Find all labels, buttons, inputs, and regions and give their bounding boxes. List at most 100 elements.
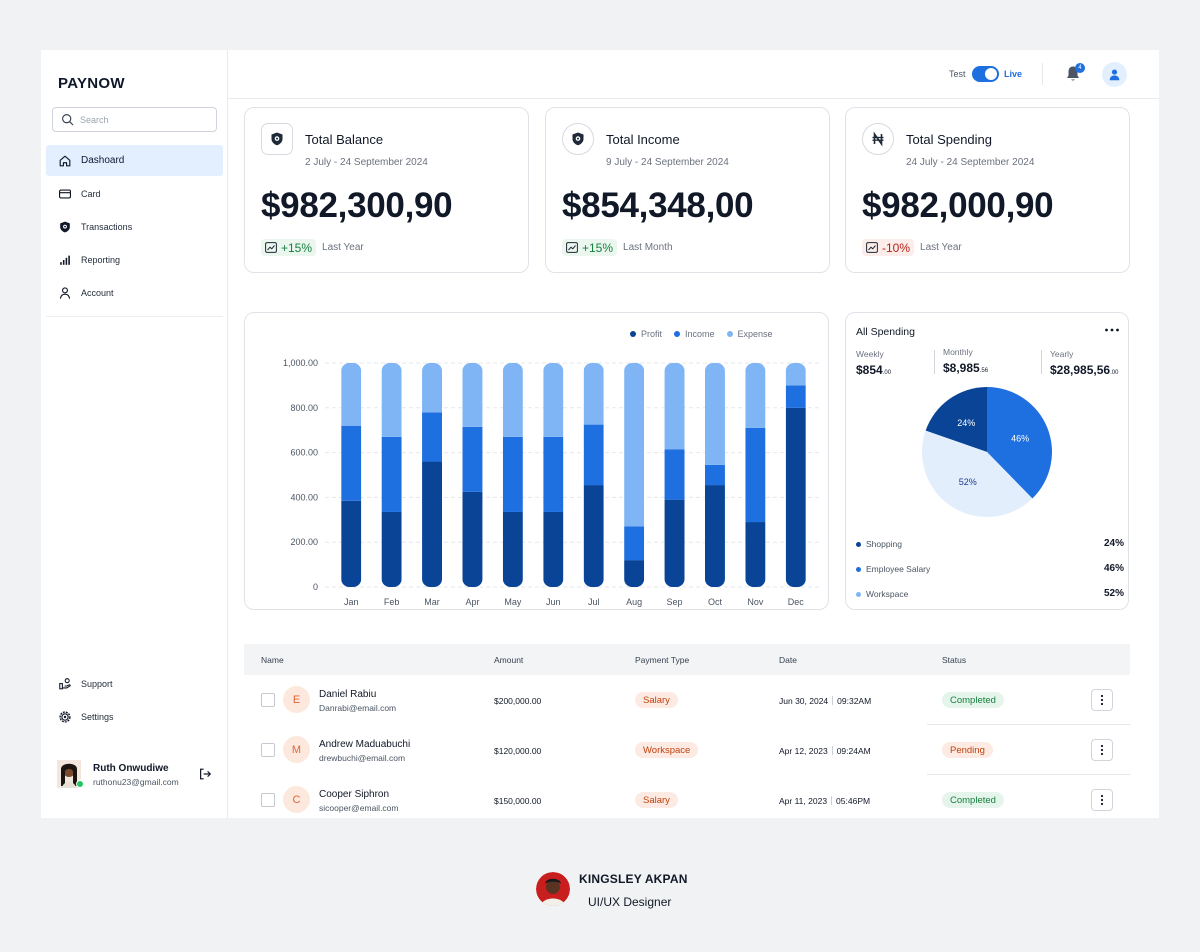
y-tick-label: 800.00 — [290, 403, 318, 413]
change-period: Last Month — [623, 242, 673, 253]
card-icon — [59, 188, 71, 199]
bar-segment-profit — [624, 560, 645, 587]
x-tick-label: Dec — [788, 597, 805, 607]
sidebar-item-settings[interactable]: Settings — [46, 701, 223, 732]
row-date-time: 05:46PM — [836, 796, 871, 806]
bar-chart-icon — [60, 255, 70, 265]
sidebar-item-label: Card — [81, 188, 101, 199]
logout-icon[interactable] — [198, 767, 212, 781]
bar-segment-expense — [381, 363, 402, 437]
row-name: Andrew Maduabuchi — [319, 739, 411, 750]
card-title: Total Spending — [906, 132, 993, 147]
row-checkbox[interactable] — [261, 743, 275, 757]
period-value: $28,985,56.00 — [1050, 363, 1118, 377]
support-icon — [59, 677, 71, 689]
period-amount: $28,985,56 — [1050, 363, 1111, 377]
trend-up-icon — [566, 242, 578, 253]
bar-stack-nov — [745, 363, 766, 587]
pie-slice-shopping — [925, 387, 987, 452]
spending-monthly: Monthly $8,985.56 — [943, 347, 988, 375]
pie-slice-employee-salary — [987, 387, 1052, 499]
pie-legend-workspace: Workspace 52% — [856, 588, 1124, 602]
row-menu-button[interactable] — [1091, 739, 1113, 761]
change-badge: +15% — [562, 239, 618, 256]
bar-stack-jan — [341, 363, 362, 587]
x-tick-label: Mar — [424, 597, 440, 607]
row-date: Jun 30, 2024 09:32AM — [779, 696, 871, 706]
x-tick-label: Nov — [747, 597, 764, 607]
row-payment-type: Salary — [635, 692, 678, 708]
search-input[interactable] — [80, 114, 200, 125]
mode-test-label: Test — [949, 69, 966, 79]
transactions-icon — [60, 221, 70, 232]
row-checkbox[interactable] — [261, 693, 275, 707]
sidebar-item-account[interactable]: Account — [46, 277, 223, 308]
sidebar-item-transactions[interactable]: Transactions — [46, 211, 223, 242]
more-options-icon[interactable] — [1104, 325, 1120, 335]
kebab-icon — [1100, 694, 1104, 706]
user-profile[interactable]: Ruth Onwudiwe ruthonu23@gmail.com — [57, 760, 217, 790]
row-date-day: Jun 30, 2024 — [779, 696, 829, 706]
user-icon — [59, 286, 71, 299]
row-checkbox[interactable] — [261, 793, 275, 807]
card-icon-box — [562, 123, 594, 155]
change-badge: +15% — [261, 239, 317, 256]
sidebar-item-label: Settings — [81, 711, 114, 722]
bar-segment-expense — [341, 363, 362, 426]
period-divider — [1041, 350, 1042, 374]
bar-stack-apr — [462, 363, 483, 587]
bar-segment-profit — [422, 461, 443, 587]
kebab-icon — [1100, 794, 1104, 806]
bar-stack-feb — [381, 363, 402, 587]
bar-segment-income — [583, 424, 604, 486]
designer-avatar — [536, 872, 570, 906]
toggle-knob — [985, 68, 997, 80]
card-amount: $982,300,90 — [261, 186, 453, 225]
table-row[interactable]: C Cooper Siphron sicooper@email.com $150… — [244, 775, 1130, 818]
column-header-name: Name — [261, 655, 284, 665]
legend-label: Profit — [641, 329, 663, 339]
bar-segment-expense — [583, 363, 604, 425]
row-menu-button[interactable] — [1091, 789, 1113, 811]
sidebar-item-reporting[interactable]: Reporting — [46, 244, 223, 275]
card-change: -10% Last Year — [862, 239, 962, 256]
y-tick-label: 600.00 — [290, 448, 318, 458]
mode-toggle[interactable] — [972, 66, 999, 82]
row-payment-type: Salary — [635, 792, 678, 808]
change-period: Last Year — [920, 242, 962, 253]
y-tick-label: 0 — [313, 582, 318, 592]
row-menu-button[interactable] — [1091, 689, 1113, 711]
bar-segment-expense — [462, 363, 483, 427]
card-amount: $982,000,90 — [862, 186, 1054, 225]
bar-segment-expense — [624, 363, 645, 527]
sidebar-item-card[interactable]: Card — [46, 178, 223, 209]
bar-stack-mar — [422, 363, 443, 587]
search-box[interactable] — [52, 107, 217, 132]
row-divider — [927, 774, 1130, 775]
table-row[interactable]: E Daniel Rabiu Danrabi@email.com $200,00… — [244, 675, 1130, 725]
sidebar-item-support[interactable]: Support — [46, 668, 223, 699]
total-balance-card: Total Balance 2 July - 24 September 2024… — [244, 107, 529, 273]
profile-avatar[interactable] — [1102, 62, 1127, 87]
pie-slice-label: 24% — [957, 418, 975, 428]
table-row[interactable]: M Andrew Maduabuchi drewbuchi@email.com … — [244, 725, 1130, 775]
online-status-icon — [76, 780, 84, 788]
bar-stack-oct — [704, 363, 725, 587]
period-amount: $854 — [856, 363, 883, 377]
bar-segment-profit — [462, 491, 483, 587]
card-date-range: 24 July - 24 September 2024 — [906, 157, 1035, 168]
bar-segment-expense — [785, 363, 806, 386]
row-divider — [927, 724, 1130, 725]
row-avatar: C — [283, 786, 310, 813]
legend-item-income: Income — [674, 329, 715, 339]
legend-percent: 52% — [1103, 588, 1124, 599]
change-period: Last Year — [322, 242, 364, 253]
bar-segment-profit — [745, 522, 766, 587]
x-tick-label: May — [504, 597, 522, 607]
sidebar-item-dashboard[interactable]: Dashoard — [46, 145, 223, 176]
naira-icon — [872, 131, 884, 147]
bar-stack-dec — [785, 363, 806, 587]
card-amount: $854,348,00 — [562, 186, 754, 225]
sidebar-divider — [46, 316, 223, 317]
pie-slice-label: 52% — [959, 477, 977, 487]
